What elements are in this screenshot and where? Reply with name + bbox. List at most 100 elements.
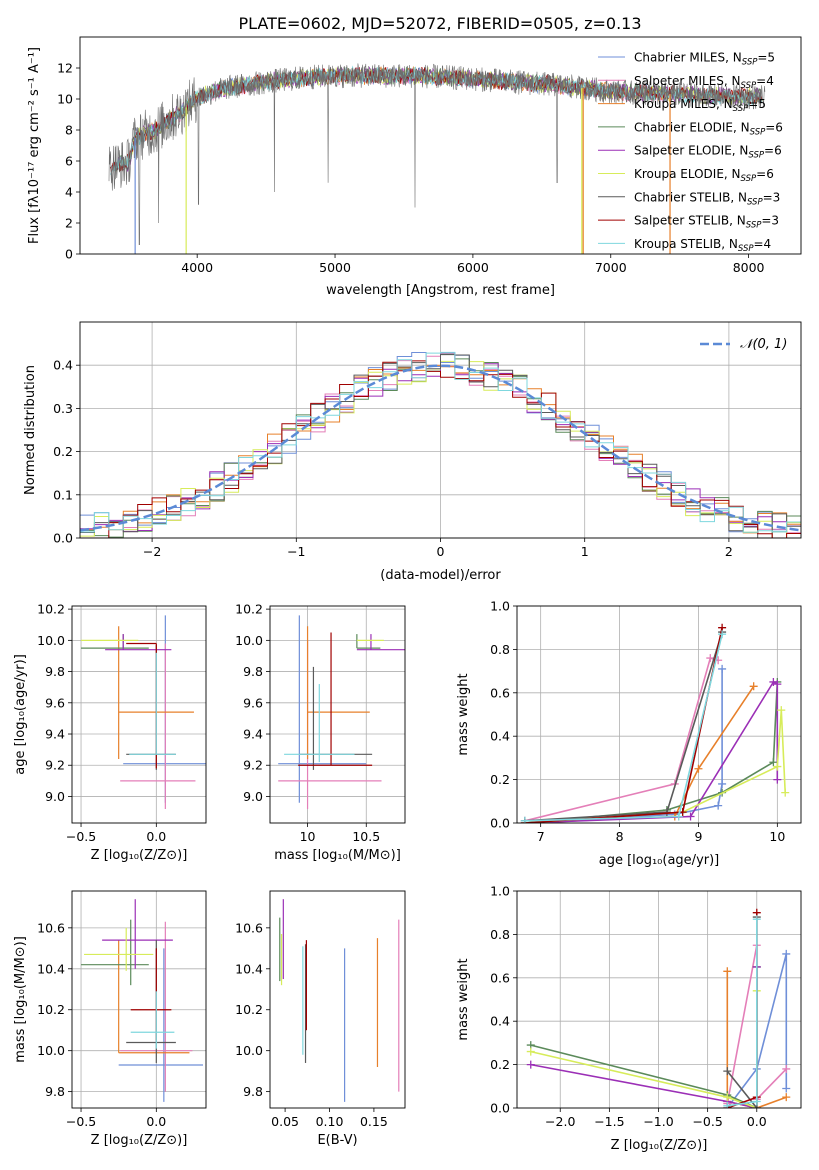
y-tick-label: 0 <box>65 247 73 262</box>
x-tick-label: −1 <box>287 544 305 559</box>
x-axis-label: (data-model)/error <box>380 568 501 583</box>
axes-frame <box>79 321 802 539</box>
x-tick-label: 0.0 <box>747 1114 767 1129</box>
weight-point-marker <box>782 1084 791 1093</box>
weight-series-line <box>524 680 779 823</box>
plot-area <box>81 899 203 1102</box>
x-tick-label: −2.0 <box>545 1114 575 1129</box>
weight-point-marker <box>723 1093 732 1102</box>
weight-point-marker <box>686 812 695 821</box>
x-tick-label: −1.0 <box>643 1114 673 1129</box>
legend-label-suffix: =6 <box>756 167 774 181</box>
y-tick-label: 12 <box>57 61 73 76</box>
y-tick-label: 9.6 <box>243 695 263 710</box>
spectrum-line-kroupa-stelib <box>109 65 763 175</box>
y-tick-label: 8 <box>65 123 73 138</box>
weight-point-marker <box>526 1060 535 1069</box>
y-tick-label: 9.8 <box>45 1084 65 1099</box>
spectrum-title: PLATE=0602, MJD=52072, FIBERID=0505, z=0… <box>238 14 641 33</box>
weight-point-marker <box>723 1067 732 1076</box>
axes-frame <box>269 605 406 824</box>
x-tick-label: 0.0 <box>146 829 166 844</box>
mass-vs-metallicity-panel: −0.5 0.0 9.8 10.0 10.2 10.4 10.6 Z [log₁₀(Z/Z⊙)… <box>13 890 207 1148</box>
x-tick-label: −0.5 <box>66 829 96 844</box>
y-tick-label: 0.4 <box>490 1014 510 1029</box>
axes-frame <box>516 890 802 1109</box>
weight-point-marker <box>694 764 703 773</box>
y-tick-label: 10.2 <box>37 1002 65 1017</box>
legend-label-main: Salpeter ELODIE, N <box>634 144 748 158</box>
spectrum-panel: 4000 5000 6000 7000 8000 0 2 4 6 8 10 12 wavelength … <box>27 36 802 298</box>
plot-area <box>81 615 206 809</box>
y-tick-label: 0.6 <box>490 685 510 700</box>
y-tick-label: 0.6 <box>490 970 510 985</box>
residuals-panel: −2 −1 0 1 2 0.0 0.1 0.2 0.3 0.4 (data-model)/error… <box>23 321 802 583</box>
y-tick-label: 10.0 <box>37 1043 65 1058</box>
weight-point-marker <box>674 812 683 821</box>
age-vs-metallicity-panel: −0.5 0.0 9.0 9.2 9.4 9.6 9.8 10.0 10.2 Z [log₁₀(Z… <box>13 602 207 863</box>
y-tick-label: 9.0 <box>45 789 65 804</box>
weight-point-marker <box>718 664 727 673</box>
legend-label-sub: SSP <box>733 104 749 114</box>
y-tick-label: 0.8 <box>490 642 510 657</box>
y-tick-label: 10.2 <box>235 602 263 617</box>
y-tick-label: 10.4 <box>37 961 65 976</box>
legend-label-main: Kroupa STELIB, N <box>634 237 738 251</box>
weight-point-marker <box>773 680 782 689</box>
weight-point-marker <box>662 808 671 817</box>
weight-series-line <box>524 668 723 823</box>
y-tick-label: 9.4 <box>243 727 263 742</box>
axes-frame <box>71 890 207 1109</box>
y-tick-label: 10.0 <box>235 1043 263 1058</box>
x-tick-label: −0.5 <box>66 1114 96 1129</box>
x-axis-label: E(B-V) <box>317 1133 357 1148</box>
weight-point-marker <box>781 788 790 797</box>
weight-point-marker <box>773 775 782 784</box>
axes-frame <box>71 605 207 824</box>
x-tick-label: 0.05 <box>271 1114 299 1129</box>
x-tick-label: 10 <box>769 829 785 844</box>
plot-area <box>108 63 766 254</box>
weight-series-line <box>530 967 758 1108</box>
legend-label-suffix: =6 <box>765 120 783 134</box>
x-tick-label: −1.5 <box>594 1114 624 1129</box>
y-tick-label: 10.4 <box>235 961 263 976</box>
weight-point-marker <box>723 967 732 976</box>
y-tick-label: 9.2 <box>243 758 263 773</box>
y-tick-label: 4 <box>65 185 73 200</box>
legend-label-main: Chabrier ELODIE, N <box>634 120 750 134</box>
y-tick-label: 0.0 <box>490 816 510 831</box>
x-tick-label: 7 <box>537 829 545 844</box>
legend-label-main: Salpeter MILES, N <box>634 74 741 88</box>
x-axis-label: Z [log₁₀(Z/Z⊙)] <box>91 848 188 863</box>
y-tick-label: 0.0 <box>490 1101 510 1116</box>
legend-label: Salpeter STELIB, NSSP=3 <box>634 214 779 231</box>
legend-label-sub: SSP <box>741 81 757 91</box>
y-tick-label: 1.0 <box>490 884 510 899</box>
legend-label-main: Kroupa ELODIE, N <box>634 167 741 181</box>
y-tick-label: 0.4 <box>490 729 510 744</box>
legend-label-sub: SSP <box>742 58 758 68</box>
x-tick-label: 6000 <box>457 260 489 275</box>
y-tick-label: 0.4 <box>53 358 73 373</box>
y-tick-label: 10 <box>57 92 73 107</box>
x-axis-label: wavelength [Angstrom, rest frame] <box>326 283 555 298</box>
plot-area <box>526 908 791 1108</box>
legend-label-main: Chabrier MILES, N <box>634 51 742 65</box>
y-tick-label: 1.0 <box>490 599 510 614</box>
y-tick-label: 0.0 <box>53 531 73 546</box>
plot-area <box>520 623 790 823</box>
x-tick-label: 0 <box>437 544 445 559</box>
x-tick-label: 4000 <box>181 260 213 275</box>
plot-area <box>278 615 405 809</box>
legend-label: Salpeter ELODIE, NSSP=6 <box>634 144 782 161</box>
y-axis-label: Normed distribution <box>23 365 38 495</box>
x-tick-label: 0.10 <box>316 1114 344 1129</box>
legend-label-sub: SSP <box>748 151 764 161</box>
legend-label-main: Kroupa MILES, N <box>634 97 733 111</box>
legend-label-suffix: =3 <box>761 214 779 228</box>
x-tick-label: 8000 <box>733 260 765 275</box>
y-tick-label: 6 <box>65 154 73 169</box>
weight-point-marker <box>777 706 786 715</box>
y-tick-label: 0.2 <box>490 772 510 787</box>
